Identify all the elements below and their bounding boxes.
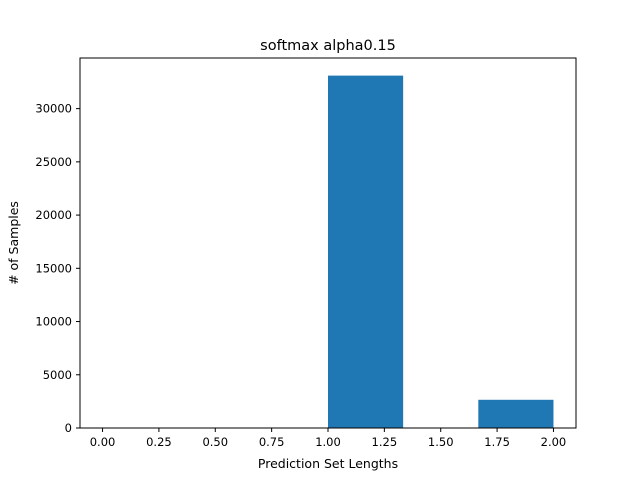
x-tick-label: 1.75 (484, 435, 510, 449)
x-tick-label: 0.75 (259, 435, 285, 449)
chart-title: softmax alpha0.15 (260, 38, 396, 54)
x-tick-label: 0.25 (146, 435, 172, 449)
x-tick-label: 1.25 (372, 435, 398, 449)
histogram-bar (328, 75, 404, 428)
y-tick-label: 10000 (35, 315, 72, 329)
y-tick-label: 30000 (35, 102, 72, 116)
y-axis-ticks: 0 5000 10000 15000 20000 25000 30000 (35, 102, 80, 435)
y-tick-label: 25000 (35, 155, 72, 169)
x-tick-label: 0.00 (90, 435, 116, 449)
y-tick-label: 20000 (35, 208, 72, 222)
histogram-bar (478, 399, 554, 428)
x-tick-label: 0.50 (202, 435, 228, 449)
x-axis-label: Prediction Set Lengths (258, 456, 398, 471)
y-axis-label: # of Samples (6, 201, 21, 285)
x-axis-ticks: 0.00 0.25 0.50 0.75 1.00 1.25 1.50 1.75 2.00 (90, 428, 567, 449)
plot-area-frame (79, 57, 577, 429)
x-tick-label: 1.00 (315, 435, 341, 449)
bars-layer (328, 75, 554, 428)
y-tick-label: 0 (65, 421, 72, 435)
y-tick-label: 15000 (35, 261, 72, 275)
x-tick-label: 1.50 (428, 435, 454, 449)
y-tick-label: 5000 (43, 368, 72, 382)
x-tick-label: 2.00 (541, 435, 567, 449)
